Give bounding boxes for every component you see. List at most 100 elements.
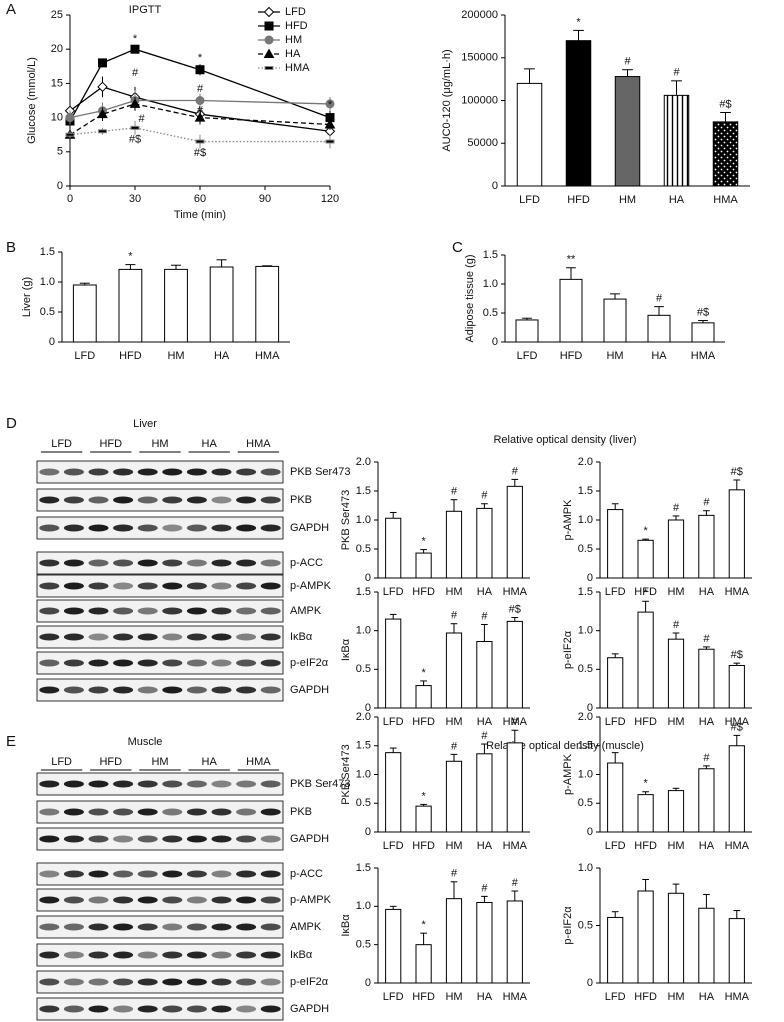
blot-band <box>236 496 257 504</box>
bar <box>607 657 624 709</box>
blot-band <box>39 896 60 904</box>
x-tick-label: HMA <box>255 350 280 362</box>
blot-row-label: GAPDH <box>290 684 329 696</box>
blot-band <box>260 686 281 694</box>
marker <box>195 96 205 105</box>
blot-band <box>137 951 158 959</box>
blot-band <box>260 659 281 667</box>
blot-band <box>137 808 158 816</box>
blot-band <box>88 582 109 590</box>
y-tick-label: 1.5 <box>483 249 498 261</box>
blot-row-label: PKB <box>290 494 312 506</box>
blot-frame <box>36 772 284 796</box>
y-axis-label: PKB Ser473 <box>340 744 352 805</box>
marker <box>264 21 274 31</box>
blot-band <box>39 1005 60 1013</box>
x-tick-label: HFD <box>634 716 657 728</box>
blot-band <box>88 686 109 694</box>
bar <box>445 898 463 984</box>
bar <box>698 768 715 833</box>
blot-row-label: p-eIF2α <box>290 976 329 988</box>
blot-row-label: IκBα <box>290 949 313 961</box>
panel-label: B <box>6 239 16 256</box>
blot-frame <box>36 997 284 1021</box>
blot-band <box>211 923 232 931</box>
x-tick-label: HFD <box>412 586 435 598</box>
significance-mark: * <box>328 99 333 111</box>
y-axis-label: Glucose (mmol/L) <box>26 57 38 144</box>
blot-band <box>236 923 257 931</box>
blot-frame <box>36 574 284 598</box>
y-tick-label: 0.5 <box>578 543 593 555</box>
blot-band <box>88 835 109 843</box>
blot-band <box>236 808 257 816</box>
blot-band <box>236 686 257 694</box>
x-tick-label: HMA <box>725 586 750 598</box>
panel-label: C <box>452 239 463 256</box>
x-tick-label: LFD <box>383 991 404 1003</box>
blot-frame <box>36 862 284 886</box>
x-tick-label: HA <box>477 586 493 598</box>
lane-label: HMA <box>246 756 271 768</box>
y-tick-label: 0 <box>587 826 593 838</box>
blot-band <box>186 780 207 788</box>
blot-band <box>260 808 281 816</box>
blot-frame <box>36 943 284 967</box>
y-tick-label: 0 <box>365 702 371 714</box>
y-tick-label: 20 <box>51 43 63 55</box>
blot-frame <box>36 651 284 675</box>
blot-band <box>211 835 232 843</box>
marker <box>97 81 108 93</box>
bar <box>506 742 523 833</box>
blot-band <box>113 524 134 532</box>
x-tick-label: HM <box>667 840 684 852</box>
blot-band <box>39 808 60 816</box>
y-tick-label: 1.0 <box>356 514 371 526</box>
blot-row-label: PKB <box>290 806 312 818</box>
blot-band <box>63 582 84 590</box>
y-axis-label: IκBα <box>340 914 352 937</box>
blot-frame <box>36 678 284 702</box>
bar <box>515 319 539 343</box>
blot-band <box>63 496 84 504</box>
y-tick-label: 1.5 <box>356 586 371 598</box>
blot-band <box>88 496 109 504</box>
bar <box>698 907 715 984</box>
bar <box>603 298 627 343</box>
blot-band <box>211 582 232 590</box>
blot-band <box>63 951 84 959</box>
significance-mark: #$ <box>129 133 141 145</box>
bar <box>728 918 745 984</box>
marker <box>195 65 205 75</box>
blot-band <box>63 978 84 986</box>
bar <box>415 685 432 709</box>
significance-mark: # <box>481 730 488 742</box>
x-tick-label: HFD <box>634 840 657 852</box>
x-tick-label: HMA <box>503 586 528 598</box>
x-tick-label: LFD <box>605 840 626 852</box>
blot-band <box>88 896 109 904</box>
blot-band <box>162 659 183 667</box>
x-tick-label: HA <box>699 716 715 728</box>
y-tick-label: 25 <box>51 9 63 21</box>
legend-label: HMA <box>285 62 310 74</box>
blot-band <box>260 496 281 504</box>
blot-band <box>39 468 60 476</box>
bar <box>565 40 592 187</box>
x-tick-label: LFD <box>383 840 404 852</box>
significance-mark: * <box>198 52 203 64</box>
significance-mark: # <box>624 56 631 68</box>
blot-band <box>113 559 134 567</box>
y-tick-label: 1.0 <box>356 768 371 780</box>
x-tick-label: LFD <box>605 586 626 598</box>
blot-band <box>63 808 84 816</box>
blot-band <box>162 835 183 843</box>
x-tick-label: HM <box>606 350 623 362</box>
blot-band <box>186 582 207 590</box>
blot-band <box>211 780 232 788</box>
y-tick-label: 0 <box>587 702 593 714</box>
significance-mark: * <box>421 535 426 547</box>
x-tick-label: HM <box>619 194 636 206</box>
blot-band <box>63 633 84 641</box>
bar <box>476 507 493 579</box>
